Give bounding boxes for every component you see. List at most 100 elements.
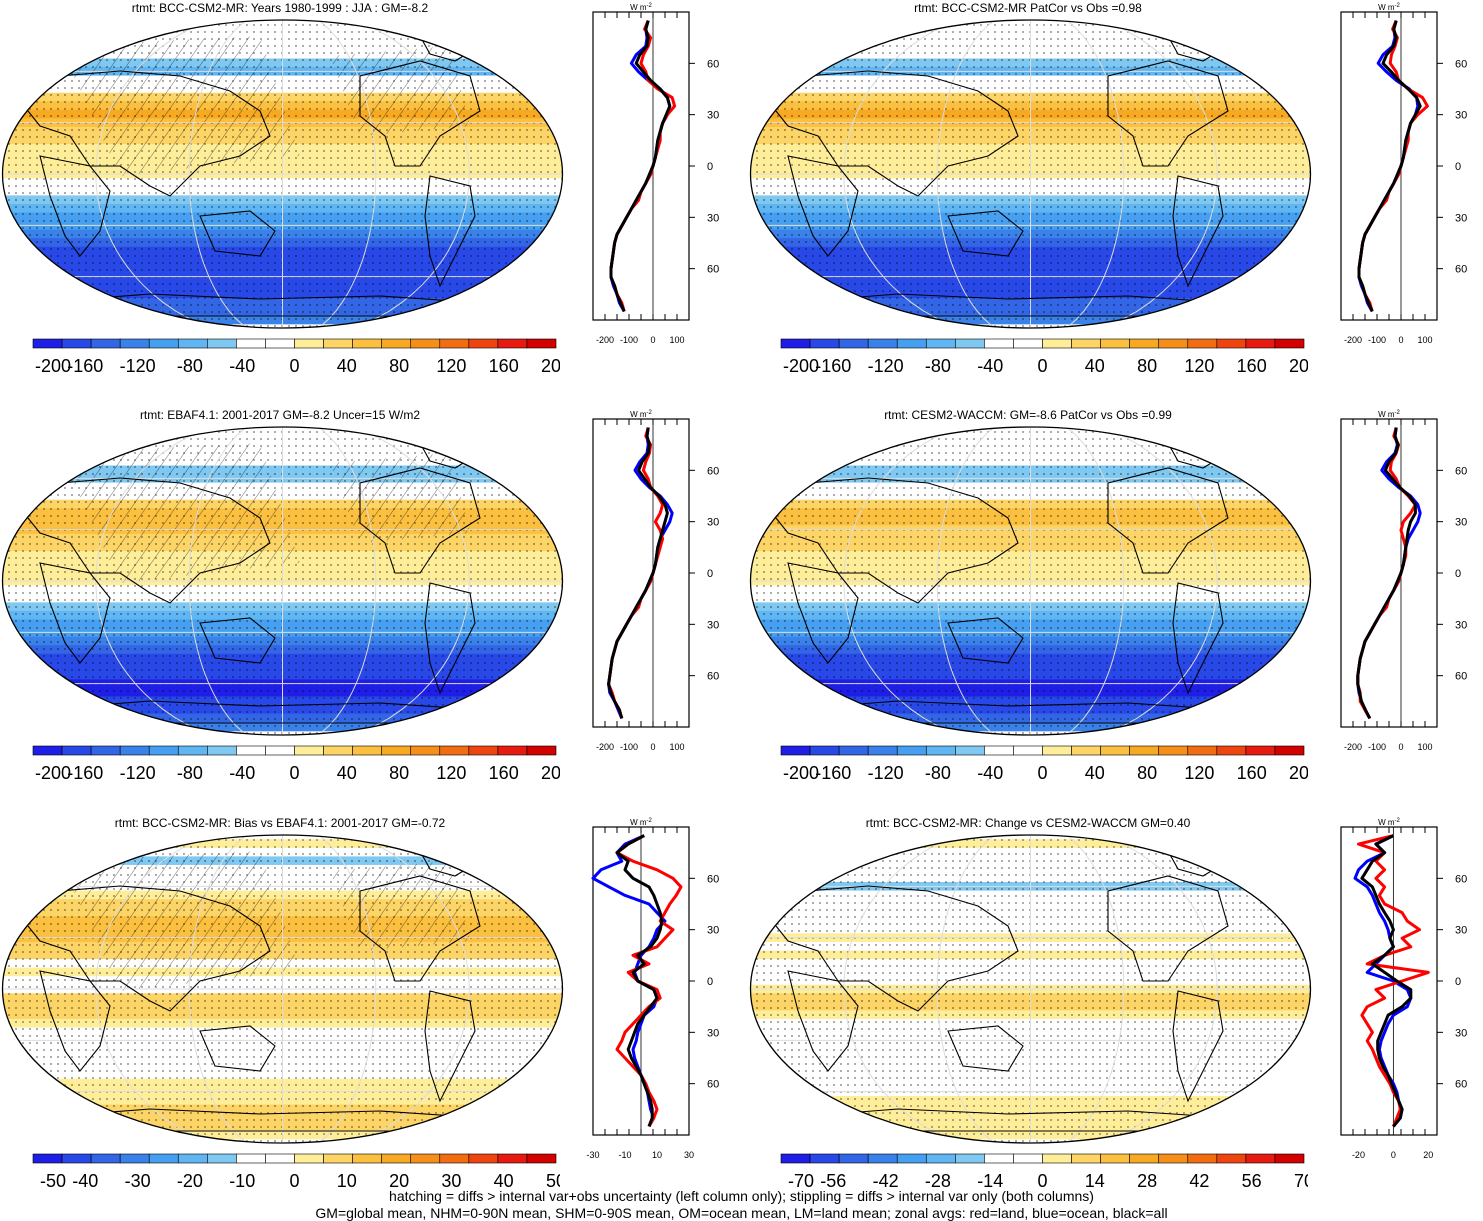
colorbar-bin — [1187, 338, 1218, 349]
zonal-xtick-label: 100 — [669, 335, 684, 345]
colorbar-bin — [1100, 745, 1130, 756]
coastline — [1107, 875, 1229, 982]
colorbar-bin — [207, 1153, 237, 1164]
zonal-xtick-label: -200 — [596, 335, 614, 345]
colorbar-tick-label: 0 — [1037, 763, 1047, 783]
colorbar-tick-label: -40 — [229, 763, 255, 783]
colorbar-bin — [838, 745, 869, 756]
zonal-ocean-line — [1357, 20, 1420, 313]
colorbar-tick-label: 40 — [337, 356, 357, 376]
world-map — [749, 19, 1312, 329]
coastline — [19, 885, 271, 1012]
colorbar-tick-label: -160 — [815, 763, 851, 783]
graticule-meridian — [318, 427, 377, 735]
colorbar-tick-label: 0 — [289, 763, 299, 783]
colorbar-bin — [867, 1153, 898, 1164]
colorbar-tick-label: 80 — [1137, 356, 1157, 376]
colorbar-bin — [1013, 745, 1043, 756]
colorbar-tick-label: -70 — [788, 1171, 814, 1191]
colorbar-tick-label: -56 — [820, 1171, 846, 1191]
colorbar-bin — [207, 338, 237, 349]
coastline — [767, 70, 1019, 197]
coastline — [199, 617, 276, 664]
colorbar-bin — [526, 1153, 557, 1164]
graticule-meridian — [318, 20, 377, 328]
colorbar-bin — [984, 1153, 1014, 1164]
colorbar-bin — [323, 745, 353, 756]
colorbar-tick-label: 56 — [1242, 1171, 1262, 1191]
panel-title: rtmt: BCC-CSM2-MR: Bias vs EBAF4.1: 2001… — [114, 816, 446, 830]
graticule-meridian — [936, 20, 995, 328]
colorbar-bin — [1158, 338, 1189, 349]
colorbar-bin — [439, 338, 470, 349]
colorbar-tick-label: 120 — [436, 763, 466, 783]
zonal-all-line — [1360, 834, 1413, 1128]
colorbar-bin — [497, 745, 528, 756]
colorbar-tick-label: -42 — [873, 1171, 899, 1191]
colorbar-tick-label: -40 — [977, 763, 1003, 783]
colorbar-bin — [148, 1153, 179, 1164]
colorbar-bin — [1216, 338, 1247, 349]
zonal-all-line — [1356, 427, 1417, 720]
lat-label: 30S — [1455, 1027, 1468, 1039]
colorbar-tick-label: 200 — [541, 763, 560, 783]
colorbar-bin — [90, 1153, 121, 1164]
zonal-land-line — [1357, 20, 1429, 312]
colorbar-bin — [468, 1153, 499, 1164]
colorbar-bin — [177, 745, 208, 756]
colorbar-bin — [236, 745, 266, 756]
colorbar-bin — [1245, 338, 1276, 349]
zonal-xtick-label: 100 — [669, 742, 684, 752]
zonal-mean-plot: W m-2 60N 30N 0 30S 60S -200 -100 0 100 — [592, 410, 727, 752]
colorbar-tick-label: 0 — [289, 356, 299, 376]
zonal-unit-label: W m-2 — [630, 410, 652, 419]
colorbar-bin — [1013, 338, 1043, 349]
colorbar-bin — [236, 1153, 266, 1164]
colorbar-bin — [439, 745, 470, 756]
colorbar-bin — [119, 1153, 150, 1164]
zonal-xtick-label: 30 — [684, 1150, 694, 1160]
colorbar-tick-label: 80 — [389, 763, 409, 783]
graticule-meridian — [1102, 835, 1218, 1143]
map-outline — [749, 19, 1312, 329]
coastline — [767, 885, 1019, 1012]
zonal-unit-label: W m-2 — [630, 818, 652, 827]
colorbar-bin — [119, 338, 150, 349]
colorbar: -200-160 -120 -80 -40 0 40 80 120 160 200 — [780, 338, 1319, 376]
zonal-ocean-line — [591, 834, 667, 1128]
graticule-meridian — [1102, 20, 1218, 328]
colorbar-bin — [1129, 338, 1160, 349]
colorbar-tick-label: -160 — [67, 356, 103, 376]
colorbar-bin — [352, 338, 382, 349]
colorbar-tick-label: -200 — [35, 763, 71, 783]
colorbar-bin — [1158, 745, 1189, 756]
colorbar-bin — [236, 338, 266, 349]
colorbar-bin — [323, 1153, 353, 1164]
lat-label: 30N — [707, 110, 720, 122]
colorbar-bin — [526, 745, 557, 756]
zonal-xtick-label: -30 — [586, 1150, 599, 1160]
colorbar-tick-label: 200 — [1289, 356, 1308, 376]
zonal-xtick-label: 0 — [650, 742, 655, 752]
colorbar-bin — [294, 338, 324, 349]
colorbar-bin — [148, 338, 179, 349]
colorbar-bin — [352, 745, 382, 756]
map-panel-3: rtmt: EBAF4.1: 2001-2017 GM=-8.2 Uncer=1… — [0, 407, 727, 807]
zonal-xtick-label: 100 — [1417, 335, 1432, 345]
map-panel-4: rtmt: CESM2-WACCM: GM=-8.6 PatCor vs Obs… — [748, 407, 1475, 807]
lat-label: 60N — [1455, 873, 1468, 885]
colorbar-bin — [896, 1153, 927, 1164]
lat-label: 0 — [1455, 161, 1461, 173]
colorbar-bin — [294, 1153, 324, 1164]
colorbar-bin — [1071, 745, 1101, 756]
zonal-mean-plot: W m-2 60N 30N 0 30S 60S -20 0 20 — [1340, 818, 1475, 1160]
graticule-meridian — [1102, 427, 1218, 735]
colorbar-bin — [1274, 1153, 1305, 1164]
world-map — [749, 834, 1312, 1144]
colorbar-bin — [1042, 745, 1072, 756]
map-panel-2: rtmt: BCC-CSM2-MR PatCor vs Obs =0.98 -20… — [748, 0, 1475, 400]
colorbar-bin — [352, 1153, 382, 1164]
lat-label: 30N — [707, 517, 720, 529]
colorbar-bin — [265, 1153, 295, 1164]
coastline — [19, 477, 271, 604]
